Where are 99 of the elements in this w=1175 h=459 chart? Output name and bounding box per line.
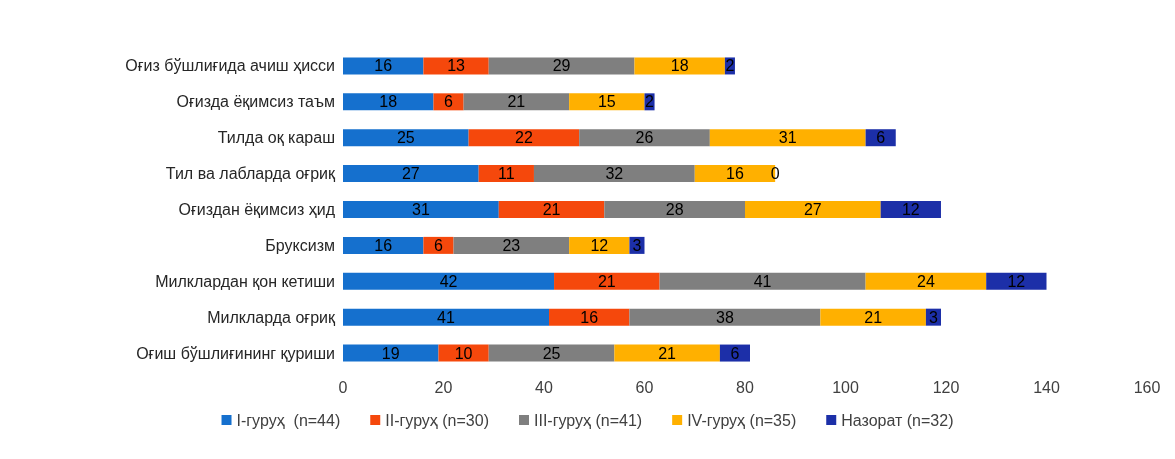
- data-label: 3: [928, 308, 938, 326]
- x-tick-label: 60: [635, 378, 654, 396]
- y-tick-label: Милкларда оғриқ: [207, 308, 336, 326]
- data-label: 6: [444, 93, 454, 111]
- y-tick-label: Оғиш бўшлиғининг қуриши: [136, 344, 335, 362]
- x-tick-label: 0: [338, 378, 348, 396]
- legend-label: II-гуруҳ (n=30): [385, 411, 489, 429]
- data-label: 26: [635, 129, 654, 147]
- data-label: 24: [917, 272, 935, 290]
- bar: [569, 93, 645, 111]
- y-tick-label: Оғизда ёқимсиз таъм: [176, 93, 335, 111]
- data-label: 31: [778, 129, 797, 147]
- bar: [986, 272, 1047, 290]
- data-label: 38: [716, 308, 734, 326]
- bar: [343, 57, 424, 75]
- data-label: 21: [864, 308, 883, 326]
- data-label: 16: [580, 308, 599, 326]
- data-label: 27: [401, 165, 420, 183]
- data-label: 10: [454, 344, 473, 362]
- data-label: 32: [605, 165, 624, 183]
- x-tick-label: 100: [832, 378, 859, 396]
- data-label: 16: [374, 57, 393, 75]
- bar: [554, 272, 660, 290]
- bar: [343, 201, 499, 218]
- bar: [343, 129, 469, 147]
- data-label: 29: [552, 57, 571, 75]
- data-label: 2: [645, 93, 655, 111]
- bar: [343, 236, 424, 254]
- bar: [549, 308, 630, 326]
- data-label: 16: [726, 165, 744, 183]
- bar: [343, 344, 439, 362]
- data-label: 31: [411, 201, 430, 218]
- data-label: 18: [670, 57, 689, 75]
- data-label: 16: [374, 236, 393, 254]
- bar: [343, 272, 555, 290]
- data-label: 3: [632, 236, 642, 254]
- x-tick-label: 160: [1133, 378, 1161, 396]
- data-label: 6: [434, 236, 444, 254]
- bar: [463, 93, 570, 111]
- bar: [423, 57, 489, 75]
- bar: [498, 201, 605, 218]
- data-label: 28: [665, 201, 684, 218]
- bar: [569, 236, 630, 254]
- data-label: 19: [381, 344, 400, 362]
- data-label: 12: [1007, 272, 1026, 290]
- data-label: 21: [658, 344, 677, 362]
- bar: [343, 165, 479, 183]
- data-label: 27: [803, 201, 822, 218]
- data-label: 41: [437, 308, 456, 326]
- bar: [709, 129, 866, 147]
- bar: [820, 308, 926, 326]
- legend-label: IV-гуруҳ (n=35): [687, 411, 797, 429]
- bar: [468, 129, 580, 147]
- bar: [533, 165, 695, 183]
- bar: [634, 57, 725, 75]
- legend-label: I-гуруҳ (n=44): [236, 411, 341, 429]
- bar: [604, 201, 745, 218]
- x-tick-label: 140: [1033, 378, 1060, 396]
- data-label: 25: [396, 129, 415, 147]
- data-label: 18: [379, 93, 398, 111]
- data-label: 11: [498, 165, 515, 183]
- bar: [488, 57, 635, 75]
- bar: [343, 93, 434, 111]
- data-label: 22: [515, 129, 533, 147]
- data-label: 25: [542, 344, 561, 362]
- bar: [453, 236, 570, 254]
- data-label: 6: [876, 129, 886, 147]
- y-tick-label: Оғиздан ёқимсиз ҳид: [178, 201, 336, 218]
- data-label: 6: [730, 344, 740, 362]
- data-label: 42: [439, 272, 458, 290]
- data-label: 21: [597, 272, 616, 290]
- data-label: 41: [753, 272, 772, 290]
- data-label: 21: [507, 93, 526, 111]
- data-label: 2: [725, 57, 735, 75]
- bar: [488, 344, 615, 362]
- data-label: 23: [502, 236, 521, 254]
- legend-label: Назорат (n=32): [841, 411, 954, 429]
- x-tick-label: 40: [535, 378, 553, 396]
- bar: [614, 344, 720, 362]
- bar: [745, 201, 881, 218]
- bar: [659, 272, 866, 290]
- y-tick-label: Тилда оқ караш: [217, 129, 335, 147]
- bar: [579, 129, 710, 147]
- data-label: 13: [447, 57, 466, 75]
- y-tick-label: Бруксизм: [265, 236, 335, 254]
- x-tick-label: 120: [932, 378, 960, 396]
- y-tick-label: Милклардан қон кетиши: [155, 272, 335, 290]
- data-label: 12: [590, 236, 609, 254]
- y-tick-label: Оғиз бўшлиғида ачиш ҳисси: [125, 57, 335, 75]
- x-tick-label: 80: [736, 378, 754, 396]
- bar: [629, 308, 821, 326]
- data-label: 15: [597, 93, 616, 111]
- legend-label: III-гуруҳ (n=41): [533, 411, 643, 429]
- bar: [865, 272, 987, 290]
- data-label: 21: [542, 201, 561, 218]
- x-tick-label: 20: [434, 378, 453, 396]
- bar: [343, 308, 550, 326]
- y-tick-label: Тил ва лабларда оғриқ: [165, 165, 336, 183]
- data-label: 12: [901, 201, 920, 218]
